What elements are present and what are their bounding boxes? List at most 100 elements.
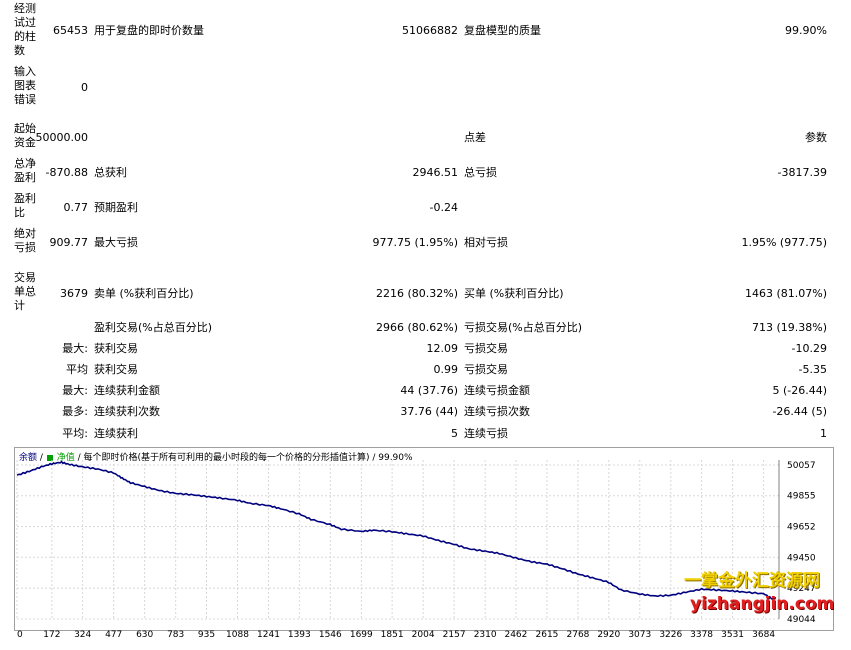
- y-tick-label: 49044: [787, 615, 816, 625]
- max-consecutive-loss-label: 连续亏损金额: [464, 384, 530, 397]
- x-tick-label: 2310: [473, 630, 497, 640]
- report-table: 经测试过的柱数 65453 用于复盘的即时价数量 51066882 复盘模型的质…: [14, 2, 827, 440]
- ticks-modelled-value: 51066882: [402, 24, 458, 37]
- average-consecutive-profit-label: 连续获利: [94, 427, 138, 440]
- maximal-consecutive-profit-label: 连续获利次数: [94, 405, 160, 418]
- x-tick-label: 0: [17, 630, 23, 640]
- gross-profit-label: 总获利: [94, 166, 127, 179]
- y-tick-label: 49450: [787, 553, 816, 563]
- y-tick-label: 49652: [787, 523, 816, 533]
- average-consecutive-loss-value: 1: [820, 427, 827, 440]
- max-consecutive-loss-value: 5 (-26.44): [772, 384, 827, 397]
- y-tick-label: 50057: [787, 461, 816, 471]
- x-tick-label: 3684: [752, 630, 776, 640]
- legend-balance: 余额: [19, 453, 38, 463]
- x-tick-label: 3378: [690, 630, 714, 640]
- average-loss-label: 亏损交易: [464, 363, 508, 376]
- largest-prefix: 最大:: [62, 342, 88, 355]
- max-consecutive-prefix: 最大:: [62, 384, 88, 397]
- equity-swatch-icon: [46, 454, 53, 461]
- average-loss-value: -5.35: [798, 363, 827, 376]
- profit-trades-value: 2966 (80.62%): [375, 321, 458, 334]
- ticks-modelled-label: 用于复盘的即时价数量: [94, 24, 204, 37]
- maximal-consecutive-loss-value: -26.44 (5): [772, 405, 827, 418]
- x-tick-label: 3073: [628, 630, 652, 640]
- gross-loss-label: 总亏损: [464, 166, 497, 179]
- x-tick-label: 2768: [566, 630, 590, 640]
- net-profit-value: -870.88: [45, 166, 88, 179]
- profit-factor-label: 盈利比: [14, 192, 36, 219]
- loss-trades-label: 亏损交易(%占总百分比): [464, 321, 583, 334]
- x-tick-label: 3226: [659, 630, 683, 640]
- expected-payoff-label: 预期盈利: [94, 201, 138, 214]
- largest-profit-value: 12.09: [426, 342, 459, 355]
- spread-label: 点差: [464, 131, 486, 144]
- x-tick-label: 172: [43, 630, 61, 640]
- mismatched-errors-label: 输入图表错误: [14, 65, 36, 106]
- x-axis-labels: 0 172 324 477 630 783 935 1088 1241 1393 1546 1699 1…: [14, 630, 834, 644]
- x-tick-label: 783: [167, 630, 185, 640]
- x-tick-label: 1088: [226, 630, 249, 640]
- gross-profit-value: 2946.51: [412, 166, 459, 179]
- expected-payoff-value: -0.24: [429, 201, 458, 214]
- loss-trades-value: 713 (19.38%): [751, 321, 827, 334]
- legend-description: / 每个即时价格(基于所有可利用的最小时段的每一个价格的分形插值计算) / 99…: [77, 453, 413, 463]
- average-consecutive-profit-value: 5: [451, 427, 458, 440]
- x-tick-label: 1241: [257, 630, 280, 640]
- long-positions-value: 1463 (81.07%): [744, 287, 827, 300]
- mismatched-errors-value: 0: [81, 81, 88, 94]
- x-tick-label: 1699: [349, 630, 373, 640]
- chart-legend: 余额 / 净值 / 每个即时价格(基于所有可利用的最小时段的每一个价格的分形插值…: [19, 450, 413, 463]
- net-profit-label: 总净盈利: [14, 157, 36, 184]
- chart-plot-svg: 50057 49855 49652 49450 49247 49044: [16, 460, 816, 625]
- bars-tested-label: 经测试过的柱数: [14, 2, 36, 57]
- maximal-drawdown-value: 977.75 (1.95%): [372, 236, 458, 249]
- max-consecutive-profit-value: 44 (37.76): [400, 384, 458, 397]
- total-trades-value: 3679: [60, 287, 88, 300]
- x-tick-label: 2920: [597, 630, 621, 640]
- absolute-drawdown-value: 909.77: [49, 236, 89, 249]
- x-tick-label: 477: [105, 630, 123, 640]
- x-tick-label: 2004: [411, 630, 435, 640]
- largest-profit-label: 获利交易: [94, 342, 138, 355]
- average-consecutive-prefix: 平均:: [62, 427, 88, 440]
- x-tick-label: 3531: [721, 630, 745, 640]
- y-tick-label: 49855: [787, 492, 816, 502]
- average-prefix: 平均: [66, 363, 88, 376]
- spread-value: 参数: [805, 131, 827, 144]
- short-positions-value: 2216 (80.32%): [375, 287, 458, 300]
- watermark-site-url: yizhangjin.com: [690, 594, 835, 614]
- relative-drawdown-label: 相对亏损: [464, 236, 508, 249]
- x-tick-label: 2615: [535, 630, 559, 640]
- balance-line: [16, 460, 774, 600]
- x-tick-label: 1393: [287, 630, 311, 640]
- modelling-quality-label: 复盘模型的质量: [464, 24, 541, 37]
- average-profit-value: 0.99: [433, 363, 459, 376]
- maximal-consecutive-prefix: 最多:: [62, 405, 88, 418]
- average-consecutive-loss-label: 连续亏损: [464, 427, 508, 440]
- relative-drawdown-value: 1.95% (977.75): [741, 236, 827, 249]
- long-positions-label: 买单 (%获利百分比): [464, 287, 564, 300]
- maximal-consecutive-loss-label: 连续亏损次数: [464, 405, 530, 418]
- maximal-consecutive-profit-value: 37.76 (44): [400, 405, 458, 418]
- legend-equity: 净值: [56, 453, 75, 463]
- x-tick-label: 2157: [442, 630, 466, 640]
- x-tick-label: 630: [136, 630, 154, 640]
- short-positions-label: 卖单 (%获利百分比): [94, 287, 194, 300]
- initial-deposit-label: 起始资金: [14, 122, 36, 149]
- x-tick-label: 2462: [504, 630, 528, 640]
- balance-chart: 余额 / 净值 / 每个即时价格(基于所有可利用的最小时段的每一个价格的分形插值…: [14, 447, 834, 631]
- profit-trades-label: 盈利交易(%占总百分比): [94, 321, 213, 334]
- initial-deposit-value: 50000.00: [35, 131, 89, 144]
- maximal-drawdown-label: 最大亏损: [94, 236, 138, 249]
- largest-loss-value: -10.29: [791, 342, 827, 355]
- absolute-drawdown-label: 绝对亏损: [14, 227, 36, 254]
- x-tick-label: 1546: [318, 630, 342, 640]
- total-trades-label: 交易单总计: [14, 271, 36, 312]
- x-tick-label: 1851: [380, 630, 404, 640]
- bars-tested-value: 65453: [53, 24, 88, 37]
- average-profit-label: 获利交易: [94, 363, 138, 376]
- legend-separator: /: [39, 453, 43, 463]
- x-tick-label: 324: [74, 630, 92, 640]
- largest-loss-label: 亏损交易: [464, 342, 508, 355]
